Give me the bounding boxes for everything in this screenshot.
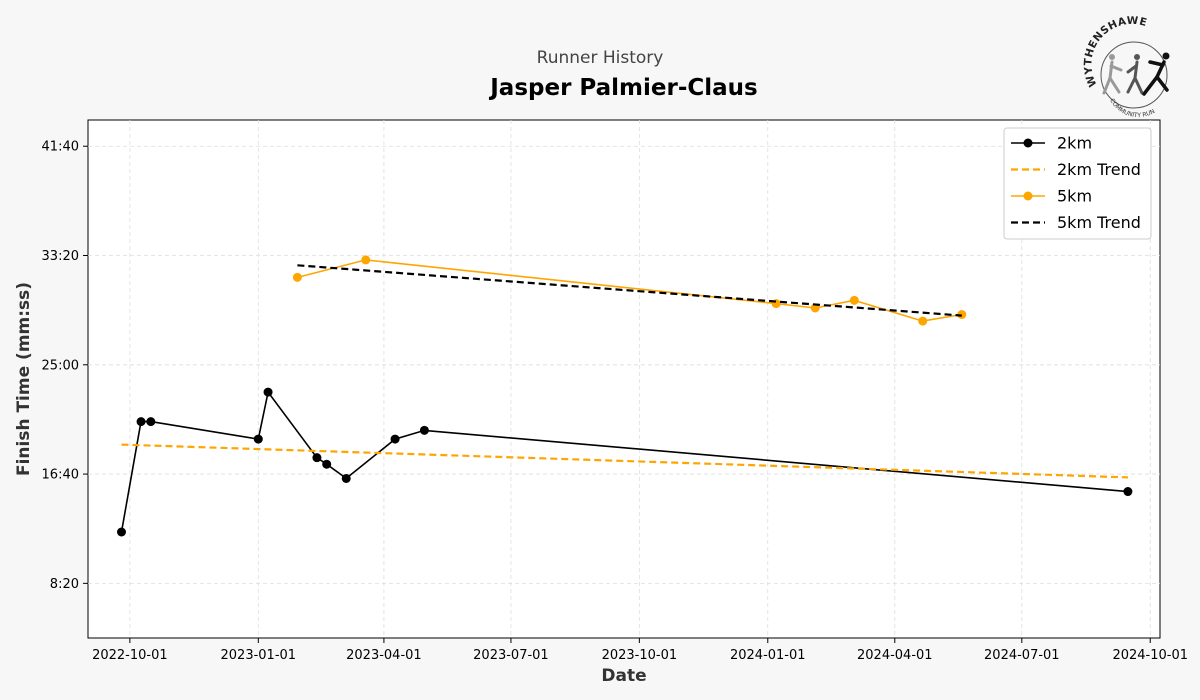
x-tick-label: 2023-07-01	[473, 648, 549, 663]
y-tick-label: 25:00	[42, 358, 79, 373]
series-2km	[117, 387, 1133, 537]
legend-box	[1003, 127, 1152, 240]
y-axis-ticks: 8:20 16:40 25:00 33:20 41:40	[42, 140, 88, 592]
x-tick-label: 2024-07-01	[984, 648, 1060, 663]
runner-figure-1-icon	[1102, 54, 1123, 95]
data-point-2km	[253, 434, 263, 444]
x-tick-label: 2022-10-01	[92, 648, 168, 663]
series-line-2km-trend	[121, 443, 1128, 479]
legend-label-5km-trend: 5km Trend	[1057, 213, 1141, 232]
x-axis-ticks: 2022-10-01 2023-01-01 2023-04-01 2023-07-01…	[92, 638, 1188, 663]
legend-marker-2km	[1023, 138, 1033, 148]
y-tick-label: 8:20	[50, 577, 79, 592]
legend-marker-5km	[1023, 191, 1033, 201]
data-point-5km	[361, 255, 371, 265]
data-point-2km	[136, 417, 146, 427]
runner-figure-3-icon	[1142, 52, 1170, 96]
data-point-2km	[146, 417, 156, 427]
x-tick-label: 2023-01-01	[221, 648, 297, 663]
series-5km	[292, 255, 967, 326]
runner-figure-2-icon	[1126, 54, 1144, 95]
data-point-2km	[419, 425, 429, 435]
data-point-5km	[849, 295, 859, 305]
x-tick-label: 2024-04-01	[857, 648, 933, 663]
data-point-2km	[341, 473, 351, 483]
data-point-2km	[322, 459, 332, 469]
series-layer	[117, 255, 1133, 537]
series-2km-trend	[121, 443, 1128, 479]
logo-ring	[1100, 41, 1168, 109]
x-tick-label: 2024-10-01	[1112, 648, 1188, 663]
x-tick-label: 2023-10-01	[602, 648, 678, 663]
data-point-2km	[1123, 487, 1133, 497]
data-point-2km	[117, 527, 126, 537]
legend-label-2km: 2km	[1057, 134, 1092, 153]
y-tick-label: 16:40	[42, 468, 79, 483]
y-axis-label: Finish Time (mm:ss)	[14, 282, 34, 476]
series-5km-trend	[297, 264, 962, 317]
data-point-2km	[390, 434, 400, 444]
x-tick-label: 2024-01-01	[730, 648, 806, 663]
legend-label-5km: 5km	[1057, 187, 1092, 206]
legend: 2km 2km Trend 5km 5km Trend	[1003, 127, 1152, 240]
x-tick-label: 2023-04-01	[346, 648, 422, 663]
plot-area	[87, 119, 1161, 639]
data-point-2km	[312, 453, 322, 463]
data-point-5km	[918, 316, 928, 326]
logo-arc-top-text: WYTHENSHAWE	[1082, 15, 1148, 89]
chart-subtitle: Runner History	[537, 48, 664, 68]
series-line-5km-trend	[297, 264, 962, 317]
legend-label-2km-trend: 2km Trend	[1057, 160, 1141, 179]
y-tick-label: 41:40	[42, 140, 79, 155]
y-tick-label: 33:20	[42, 249, 79, 264]
x-axis-label: Date	[601, 666, 646, 686]
chart-title: Jasper Palmier-Claus	[488, 75, 758, 101]
wythenshawe-logo: WYTHENSHAWE COMMUNITY RUN	[1082, 15, 1170, 119]
data-point-2km	[263, 387, 273, 397]
data-point-5km	[292, 272, 302, 282]
